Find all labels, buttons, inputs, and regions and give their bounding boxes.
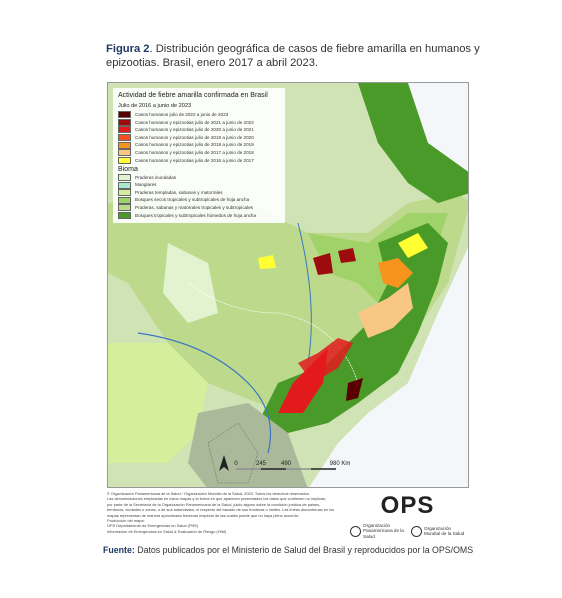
case-area [298, 338, 353, 383]
map: 0 245 490 980 Km Actividad de fiebre ama… [107, 82, 469, 488]
legend-item: Bosques tropicales y subtropicales húmed… [118, 211, 280, 220]
legend-item: Casos humanos julio de 2022 a junio de 2… [118, 111, 280, 119]
legend-label: Casos humanos y epizootias julio de 2020… [135, 127, 254, 133]
legend-item: Casos humanos y epizootias julio de 2019… [118, 134, 280, 142]
swatch [118, 126, 131, 134]
legend-label: Casos humanos y epizootias julio de 2017… [135, 150, 254, 156]
note-line: territorios, ciudades o zonas, o de sus … [107, 507, 335, 513]
legend-label: Casos humanos julio de 2022 a junio de 2… [135, 112, 229, 118]
source-text: Datos publicados por el Ministerio de Sa… [134, 545, 474, 555]
note-line: © Organización Panamericana de la Salud … [107, 491, 310, 496]
note-line: por parte de la Secretaría de la Organiz… [107, 501, 321, 507]
org-name: Organización Mundial de la Salud [424, 525, 465, 537]
pantanal [163, 243, 218, 323]
source-label: Fuente: [103, 545, 135, 555]
logo-orgs: Organización Panamericana de la Salud Or… [350, 523, 465, 539]
legend: Actividad de fiebre amarilla confirmada … [113, 88, 285, 224]
case-area [258, 255, 276, 269]
swatch [118, 141, 131, 149]
note-line: Producción del mapa: [107, 518, 145, 524]
note-line: mapas representan de manera aproximada f… [107, 512, 300, 518]
emblem [411, 525, 422, 537]
legend-item: Casos humanos y epizootias julio de 2021… [118, 118, 280, 127]
figure-label: Figura 2 [106, 43, 150, 55]
logo-acronym: OPS [380, 492, 435, 519]
case-area [358, 283, 413, 338]
legend-item: Casos humanos y epizootias julio de 2017… [118, 149, 280, 157]
legend-label: Casos humanos y epizootias julio de 2016… [135, 157, 254, 163]
legend-item: Praderas inundadas [118, 173, 280, 182]
north-arrow [219, 455, 229, 471]
legend-label: Casos humanos y epizootias julio de 2019… [135, 134, 254, 140]
figure-text: . Distribución geográfica de casos de fi… [106, 43, 480, 69]
legend-label: Bosques tropicales y subtropicales húmed… [135, 212, 257, 218]
note-line: OPS Departamento de Emergencias en Salud… [107, 523, 199, 529]
river [137, 332, 272, 454]
note-line: Información de Emergencias en Salud & Ev… [107, 528, 227, 534]
legend-subtitle: Julio de 2016 a junio de 2023 [118, 102, 192, 109]
case-area [398, 233, 428, 258]
biome-title: Bioma [118, 166, 138, 174]
scale-label: 490 [281, 461, 292, 467]
swatch [118, 134, 131, 142]
legend-items: Casos humanos julio de 2022 a junio de 2… [118, 111, 280, 164]
legend-item: Bosques secos tropicales y subtropicales… [118, 196, 280, 204]
legend-label: Praderas inundadas [135, 174, 177, 180]
swatch [118, 111, 131, 119]
legend-label: Praderas, sabanas y matorrales tropicale… [135, 205, 253, 211]
swatch [118, 204, 131, 212]
legend-label: Praderas templadas, sabanas y matorrales [135, 189, 223, 195]
swatch [118, 189, 131, 197]
border [207, 422, 259, 484]
swatch [118, 118, 131, 126]
scale-label: 245 [256, 461, 267, 467]
river [297, 222, 312, 364]
case-area [313, 253, 333, 275]
legend-item: Casos humanos y epizootias julio de 2016… [118, 156, 280, 165]
biome-items: Praderas inundadas Manglares Praderas temp… [118, 173, 280, 220]
logo: OPS Organización Panamericana de la Salu… [350, 493, 465, 539]
legend-item: Praderas templadas, sabanas y matorrales [118, 189, 280, 197]
legend-item: Praderas, sabanas y matorrales tropicale… [118, 204, 280, 212]
org: Organización Mundial de la Salud [411, 523, 465, 539]
map-notes: © Organización Panamericana de la Salud … [107, 491, 347, 534]
chaco [108, 343, 208, 463]
legend-title: Actividad de fiebre amarilla confirmada … [118, 92, 268, 99]
map-drawing: 0 245 490 980 Km [108, 83, 468, 487]
swatch [118, 173, 131, 181]
note-line: Las denominaciones empleadas en estos ma… [107, 496, 327, 502]
swatch [118, 149, 131, 157]
emblem [350, 525, 361, 537]
legend-label: Casos humanos y epizootias julio de 2021… [135, 119, 254, 125]
legend-label: Manglares [135, 182, 157, 188]
scale-label: 0 [234, 461, 238, 467]
case-area [378, 258, 413, 288]
figure-caption: Figura 2. Distribución geográfica de cas… [106, 42, 526, 70]
legend-label: Casos humanos y epizootias julio de 2018… [135, 142, 254, 148]
swatch [118, 181, 131, 189]
legend-item: Casos humanos y epizootias julio de 2020… [118, 126, 280, 134]
swatch [118, 211, 131, 219]
case-area [346, 378, 363, 401]
legend-item: Casos humanos y epizootias julio de 2018… [118, 141, 280, 149]
pampa [188, 403, 308, 487]
org-name: Organización Panamericana de la Salud [363, 523, 404, 539]
source: Fuente: Datos publicados por el Minister… [103, 545, 473, 555]
org: Organización Panamericana de la Salud [350, 523, 404, 539]
northeast-coast [358, 83, 468, 203]
swatch [118, 156, 131, 164]
scale-label: 980 Km [330, 461, 351, 467]
swatch [118, 196, 131, 204]
legend-label: Bosques secos tropicales y subtropicales… [135, 197, 250, 203]
case-area [338, 248, 356, 263]
legend-item: Manglares [118, 181, 280, 189]
